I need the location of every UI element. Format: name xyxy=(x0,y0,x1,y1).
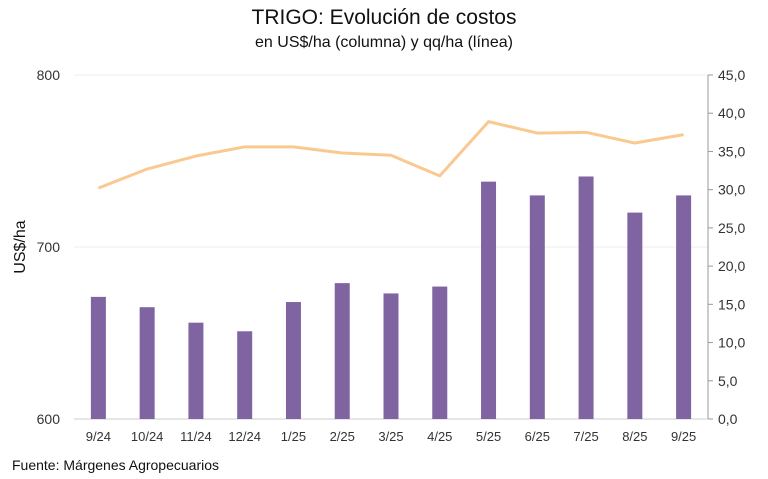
bar xyxy=(139,307,155,419)
x-tick-label: 4/25 xyxy=(427,429,452,444)
x-tick-label: 9/24 xyxy=(86,429,111,444)
y2-tick-label: 40,0 xyxy=(718,105,745,121)
chart-title: TRIGO: Evolución de costos xyxy=(251,6,517,29)
bar xyxy=(334,283,350,419)
y-axis-label: US$/ha xyxy=(12,220,29,273)
x-tick-label: 12/24 xyxy=(228,429,261,444)
chart-subtitle: en US$/ha (columna) y qq/ha (línea) xyxy=(255,34,513,51)
y2-tick-label: 0,0 xyxy=(718,411,738,427)
x-tick-label: 8/25 xyxy=(622,429,647,444)
y2-tick-label: 25,0 xyxy=(718,220,745,236)
line-series xyxy=(97,120,684,190)
bar xyxy=(90,296,106,419)
x-tick-label: 5/25 xyxy=(476,429,501,444)
y2-tick-label: 35,0 xyxy=(718,143,745,159)
bar xyxy=(237,331,253,419)
y2-tick-label: 15,0 xyxy=(718,296,745,312)
y2-tick-label: 20,0 xyxy=(718,258,745,274)
bar xyxy=(529,195,545,419)
source-note: Fuente: Márgenes Agropecuarios xyxy=(12,457,220,473)
x-tick-label: 9/25 xyxy=(671,429,696,444)
bar xyxy=(188,322,204,419)
bar xyxy=(627,212,643,419)
x-tick-label: 3/25 xyxy=(378,429,403,444)
bar xyxy=(578,176,594,419)
bar xyxy=(676,195,692,419)
x-tick-label: 7/25 xyxy=(573,429,598,444)
x-tick-label: 10/24 xyxy=(131,429,164,444)
bar xyxy=(432,286,448,419)
y2-tick-label: 30,0 xyxy=(718,182,745,198)
y2-tick-label: 10,0 xyxy=(718,335,745,351)
y2-tick-label: 45,0 xyxy=(718,67,745,83)
y-tick-label: 600 xyxy=(37,411,61,427)
y-tick-label: 700 xyxy=(37,239,61,255)
x-tick-label: 2/25 xyxy=(330,429,355,444)
y2-tick-label: 5,0 xyxy=(718,373,738,389)
x-tick-label: 11/24 xyxy=(180,429,212,444)
bar xyxy=(481,181,497,419)
x-tick-label: 1/25 xyxy=(281,429,306,444)
bar xyxy=(285,302,301,419)
x-tick-label: 6/25 xyxy=(525,429,550,444)
y-tick-label: 800 xyxy=(37,67,61,83)
bar xyxy=(383,293,399,419)
